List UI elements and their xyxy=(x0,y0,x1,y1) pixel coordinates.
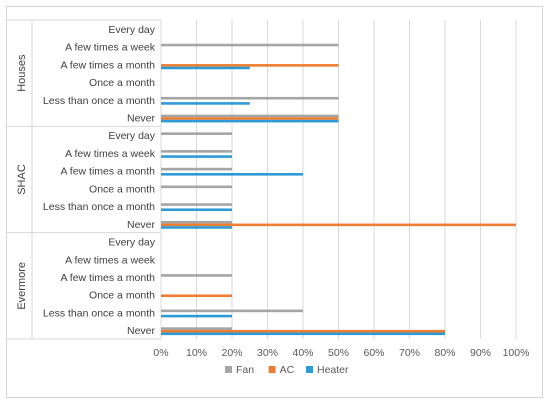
legend-swatch-ac xyxy=(268,366,276,373)
category-label: Less than once a month xyxy=(43,95,155,107)
legend-label-fan: Fan xyxy=(236,364,254,376)
bar-fan xyxy=(161,167,232,171)
bar-heater xyxy=(161,208,232,212)
legend-label-ac: AC xyxy=(280,364,295,376)
bar-heater xyxy=(161,66,250,70)
x-tick-label: 0% xyxy=(153,347,168,359)
bar-fan xyxy=(161,185,232,189)
chart-frame: 0% 10% 20% 30% 40% 50% 60% 70% 80% 90% 100% Houses E… xyxy=(6,6,543,398)
bar-ac xyxy=(161,117,339,120)
bar-fan xyxy=(161,43,339,47)
x-tick-label: 60% xyxy=(363,347,384,359)
bar-ac xyxy=(161,294,232,298)
bar-fan xyxy=(161,96,339,100)
legend-swatch-heater xyxy=(306,366,313,373)
x-tick-label: 50% xyxy=(328,347,349,359)
bar-heater xyxy=(161,314,232,318)
bar-chart: 0% 10% 20% 30% 40% 50% 60% 70% 80% 90% 100% Houses E… xyxy=(7,19,530,376)
category-label: Once a month xyxy=(89,290,155,302)
bar-heater xyxy=(161,332,445,336)
bar-fan xyxy=(161,203,232,206)
x-tick-label: 40% xyxy=(292,347,313,359)
bar-fan xyxy=(161,132,232,135)
bar-fan xyxy=(161,220,232,224)
x-tick-label: 90% xyxy=(470,347,491,359)
category-label: A few times a week xyxy=(65,254,156,266)
category-label: A few times a week xyxy=(65,148,156,160)
category-label: Once a month xyxy=(89,183,155,195)
category-label: Never xyxy=(127,325,156,337)
category-label: A few times a month xyxy=(60,166,155,178)
x-tick-label: 70% xyxy=(399,347,420,359)
bar-heater xyxy=(161,102,250,105)
bar-ac xyxy=(161,64,339,67)
bar-heater xyxy=(161,119,339,123)
category-label: Never xyxy=(127,219,156,231)
bar-fan xyxy=(161,274,232,277)
category-label: Once a month xyxy=(89,77,155,89)
category-label: Less than once a month xyxy=(43,201,155,213)
x-tick-label: 100% xyxy=(503,347,530,359)
x-tick-label: 30% xyxy=(257,347,278,359)
group-label: Houses xyxy=(16,54,28,92)
bar-heater xyxy=(161,226,232,229)
bar-fan xyxy=(161,309,303,313)
category-label: Every day xyxy=(108,24,155,36)
bar-heater xyxy=(161,155,232,158)
bar-fan xyxy=(161,114,339,118)
bar-heater xyxy=(161,173,303,176)
category-label: Every day xyxy=(108,237,155,249)
bar-ac xyxy=(161,223,516,227)
x-tick-label: 10% xyxy=(186,347,207,359)
bar-ac xyxy=(161,329,445,333)
category-label: Every day xyxy=(108,130,155,142)
x-tick-label: 80% xyxy=(434,347,455,359)
category-label: A few times a month xyxy=(60,59,155,71)
group-label: SHAC xyxy=(16,164,28,195)
category-label: Less than once a month xyxy=(43,307,155,319)
x-tick-label: 20% xyxy=(221,347,242,359)
category-label: Never xyxy=(127,112,156,124)
bar-fan xyxy=(161,327,232,330)
group-label: Evermore xyxy=(16,262,28,310)
category-label: A few times a month xyxy=(60,272,155,284)
legend-label-heater: Heater xyxy=(317,364,349,376)
legend-swatch-fan xyxy=(225,366,232,373)
category-label: A few times a week xyxy=(65,42,156,54)
bar-fan xyxy=(161,150,232,153)
